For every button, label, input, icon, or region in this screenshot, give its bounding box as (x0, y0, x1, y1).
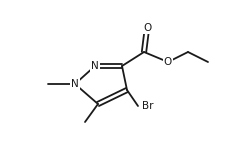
Text: Br: Br (142, 101, 154, 111)
Text: O: O (143, 23, 151, 33)
Text: N: N (91, 61, 99, 71)
Text: N: N (71, 79, 79, 89)
Text: O: O (164, 57, 172, 67)
